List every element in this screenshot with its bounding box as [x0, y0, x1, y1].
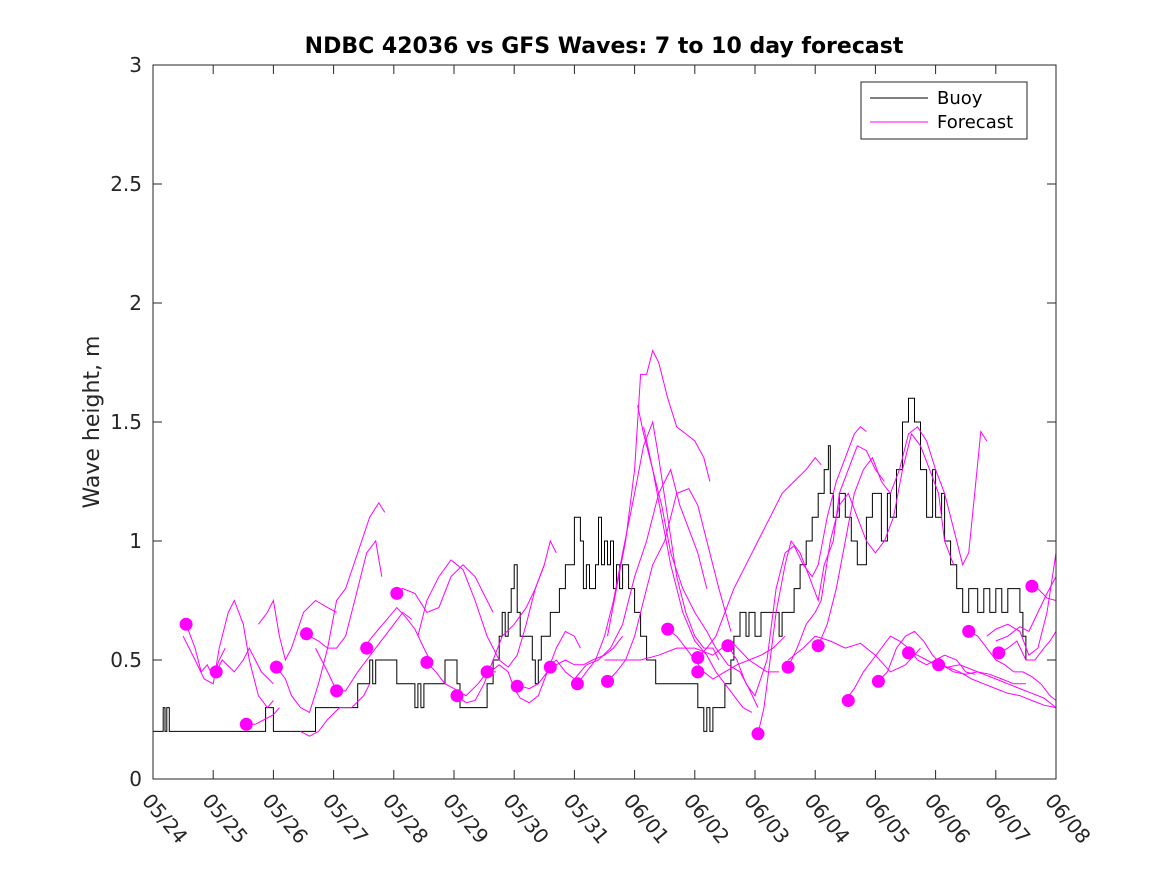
forecast-series-line-27	[757, 445, 885, 734]
forecast-series-line-16	[520, 635, 623, 690]
forecast-start-marker	[390, 586, 404, 600]
legend-label-buoy: Buoy	[937, 88, 983, 109]
chart-title: NDBC 42036 vs GFS Waves: 7 to 10 day for…	[305, 34, 904, 59]
y-axis-label: Wave height, m	[80, 336, 105, 509]
forecast-start-marker	[751, 727, 765, 741]
forecast-series-line-13	[417, 559, 545, 668]
forecast-start-marker	[239, 717, 253, 731]
forecast-start-marker	[932, 658, 946, 672]
forecast-series-line-18	[577, 420, 720, 685]
forecast-series-line-35	[968, 630, 1057, 701]
forecast-start-marker	[781, 660, 795, 674]
forecast-series-line-23	[604, 640, 780, 673]
forecast-series-line-29	[817, 426, 988, 646]
forecast-series-line-9	[315, 611, 413, 692]
legend-label-forecast: Forecast	[937, 112, 1013, 133]
y-tick-label: 0	[129, 767, 142, 791]
forecast-series-line-14	[456, 539, 557, 704]
forecast-series-line-26	[727, 426, 867, 697]
forecast-series-line-31	[787, 635, 921, 673]
series-layer	[153, 349, 1057, 737]
forecast-series-line-28	[787, 432, 955, 668]
forecast-start-marker	[330, 684, 344, 698]
forecast-start-marker	[480, 665, 494, 679]
forecast-series-line-7	[309, 539, 383, 649]
forecast-start-marker	[691, 665, 705, 679]
forecast-start-marker	[1025, 579, 1039, 593]
forecast-series-line-34	[938, 664, 1057, 708]
forecast-start-marker	[179, 617, 193, 631]
forecast-start-marker	[962, 624, 976, 638]
forecast-series-line-5	[258, 598, 337, 662]
forecast-series-line-37	[986, 552, 1057, 657]
forecast-start-marker	[450, 689, 464, 703]
y-tick-label: 1	[129, 529, 142, 553]
forecast-start-marker	[721, 639, 735, 653]
y-tick-label: 1.5	[110, 410, 142, 434]
y-tick-label: 2	[129, 291, 142, 315]
forecast-series-line-17	[546, 468, 708, 680]
forecast-series-line-33	[908, 652, 1057, 709]
forecast-start-marker	[841, 694, 855, 707]
forecast-series-line-1	[185, 624, 226, 678]
legend: Buoy Forecast	[860, 81, 1028, 140]
y-tick-label: 0.5	[110, 648, 142, 672]
forecast-start-marker	[209, 665, 223, 679]
forecast-series-line-20	[607, 349, 711, 637]
legend-box	[860, 81, 1028, 140]
forecast-start-marker	[570, 677, 584, 691]
marker-layer	[179, 579, 1039, 741]
forecast-series-line-11	[390, 564, 494, 614]
forecast-series-line-15	[489, 630, 581, 704]
forecast-series-line-24	[667, 628, 786, 680]
y-tick-label: 2.5	[110, 172, 142, 196]
forecast-series-line-10	[363, 606, 431, 661]
forecast-start-marker	[601, 674, 614, 688]
forecast-series-line-25	[697, 456, 822, 658]
y-tick-label: 3	[129, 53, 142, 77]
forecast-series-line-2	[215, 646, 274, 685]
forecast-start-marker	[871, 674, 885, 688]
forecast-start-marker	[510, 679, 524, 693]
forecast-start-marker	[543, 660, 557, 674]
forecast-start-marker	[691, 651, 705, 665]
forecast-series-line-39	[995, 576, 1057, 642]
forecast-start-marker	[902, 646, 915, 660]
forecast-series-line-36	[998, 631, 1057, 661]
forecast-series-line-22	[643, 426, 753, 713]
forecast-start-marker	[420, 655, 434, 669]
forecast-series-line-3	[182, 599, 274, 709]
forecast-start-marker	[269, 660, 283, 674]
forecast-start-marker	[992, 646, 1006, 660]
forecast-start-marker	[661, 622, 675, 636]
forecast-start-marker	[360, 641, 374, 655]
forecast-start-marker	[811, 639, 825, 653]
forecast-start-marker	[300, 627, 313, 641]
forecast-series-line-8	[300, 683, 371, 737]
